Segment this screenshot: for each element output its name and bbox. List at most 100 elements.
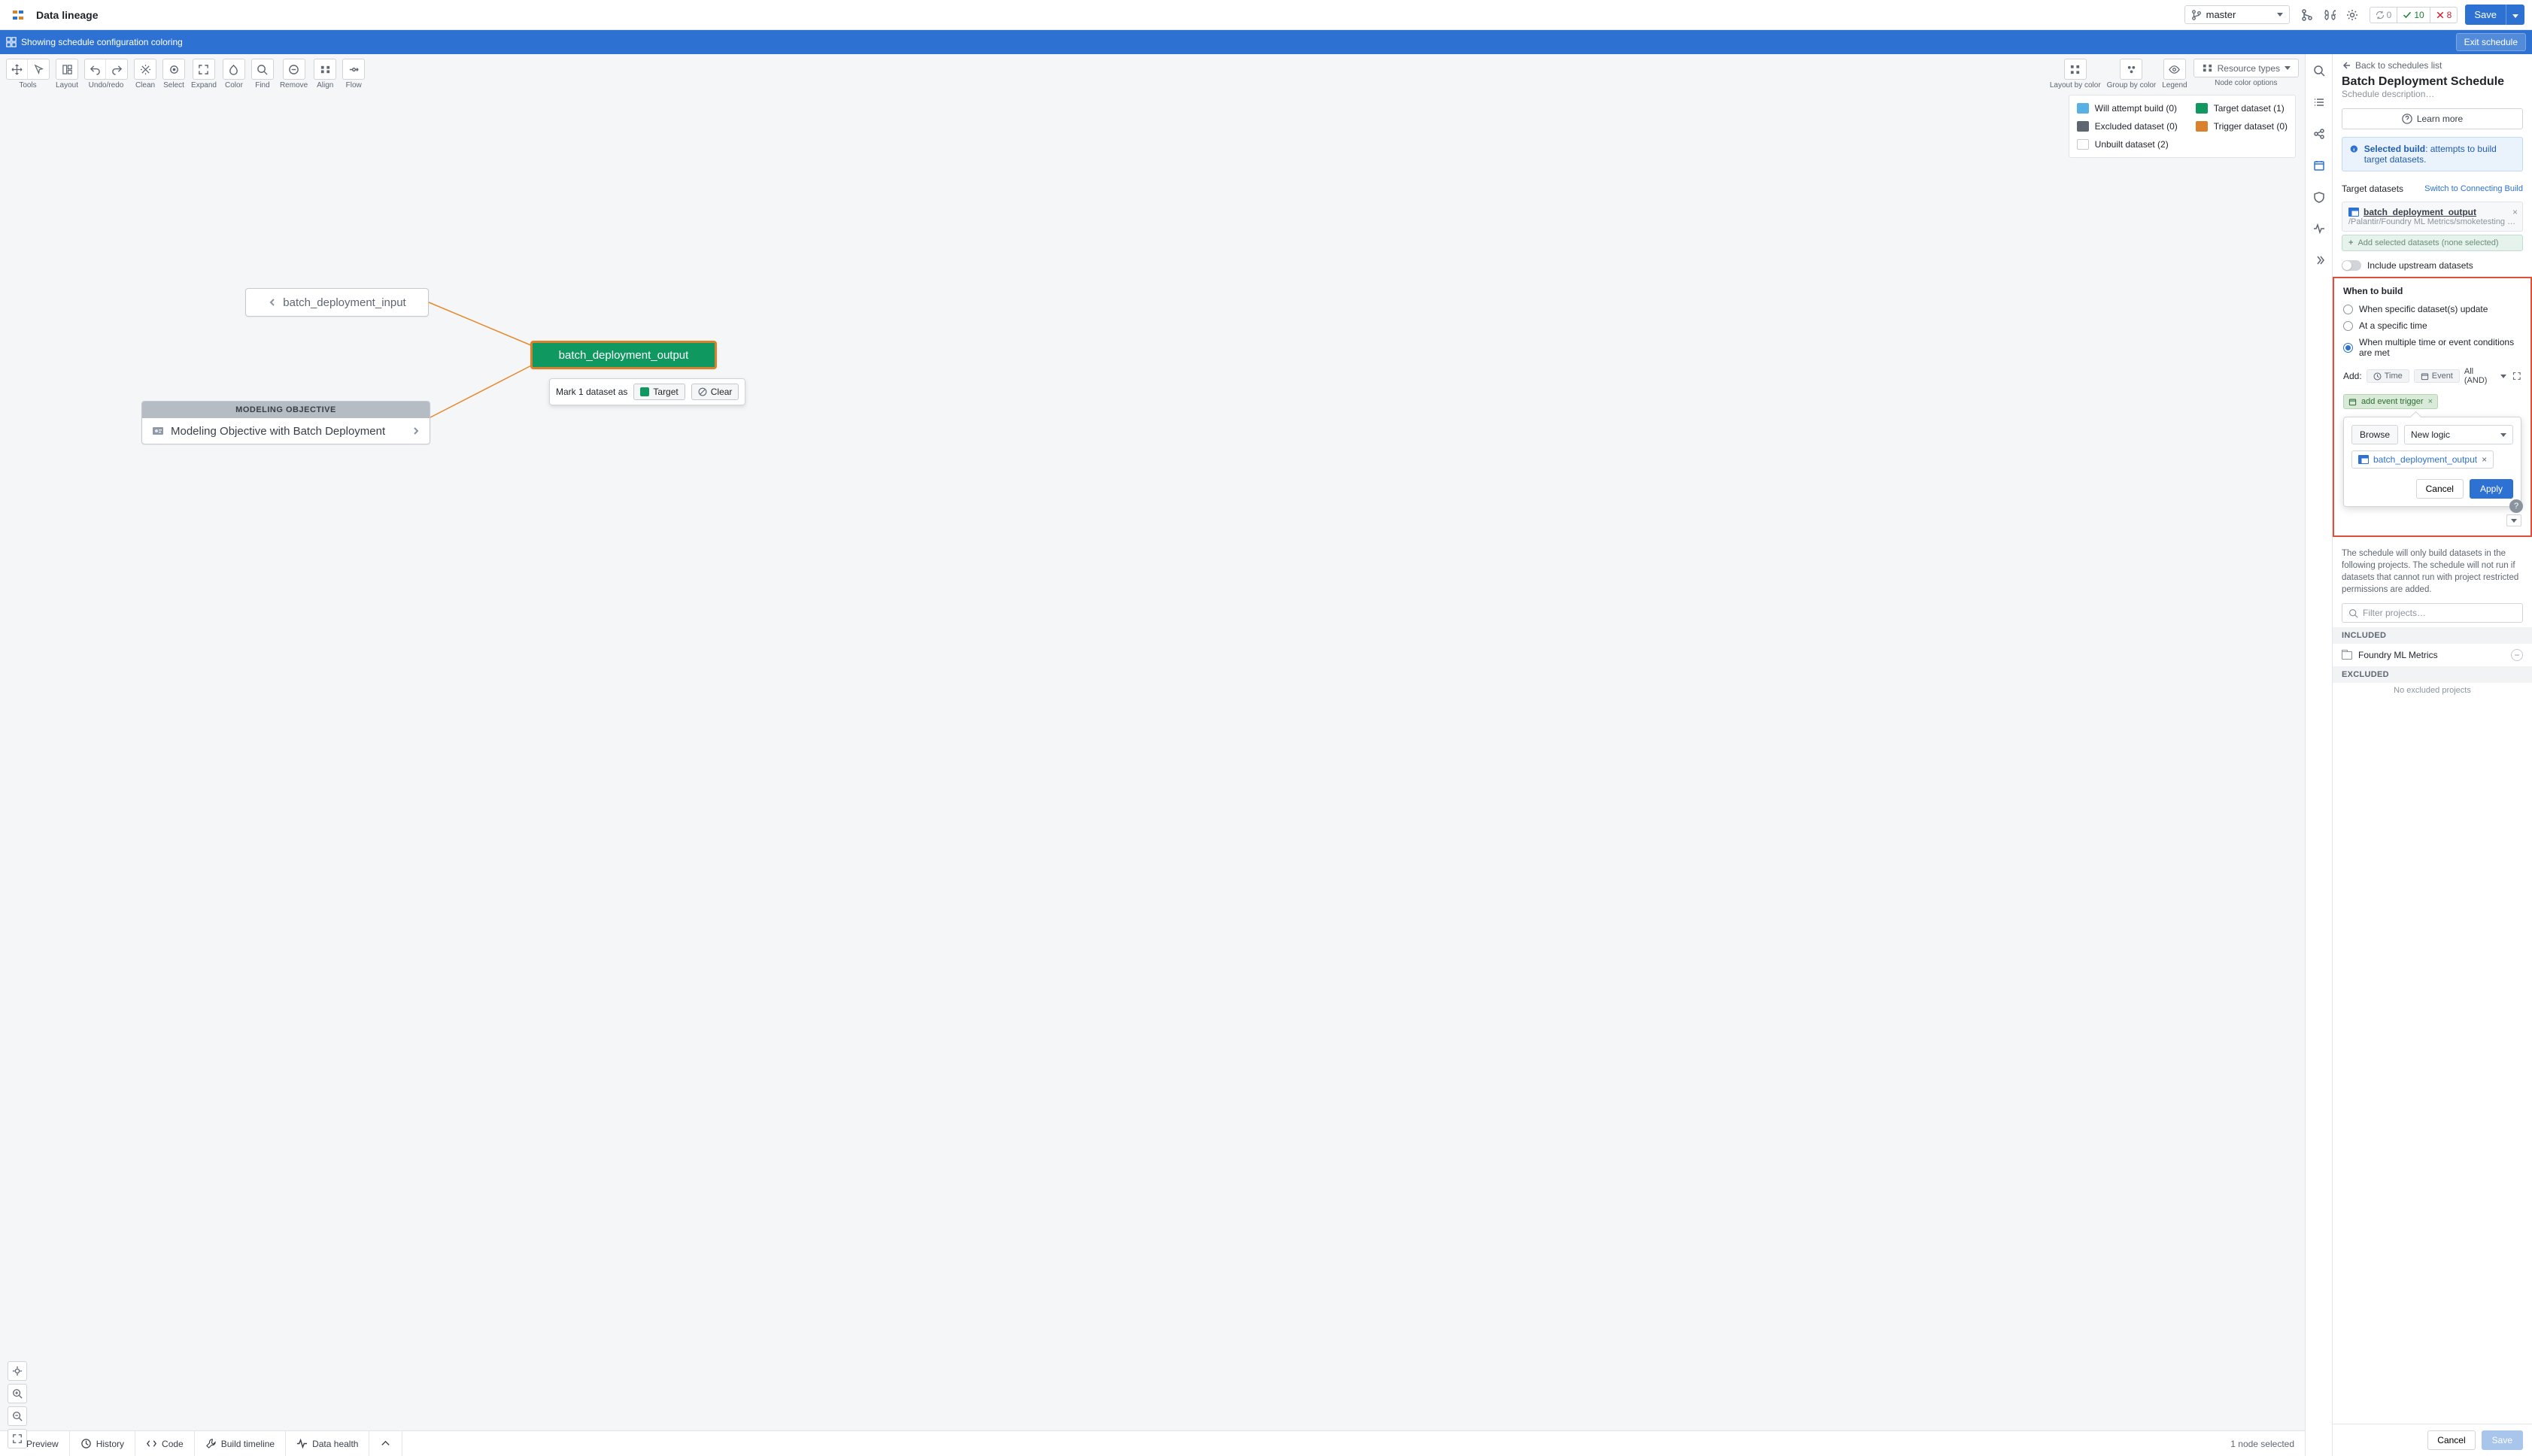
panel-save-button[interactable]: Save <box>2482 1430 2523 1450</box>
toggle-icon[interactable] <box>2342 260 2361 271</box>
toolbar: ToolsLayoutUndo/redoCleanSelectExpandCol… <box>0 54 2305 94</box>
tb-align[interactable] <box>314 59 335 79</box>
remove-project-icon[interactable]: − <box>2511 649 2523 661</box>
zoom-fit[interactable] <box>8 1429 27 1448</box>
settings-icon[interactable] <box>2342 5 2362 25</box>
targets-head: Target datasets <box>2342 184 2403 194</box>
chevron-left-icon <box>268 298 277 307</box>
footer-tab-build-timeline[interactable]: Build timeline <box>195 1431 286 1456</box>
target-dataset-card[interactable]: batch_deployment_output /Palantir/Foundr… <box>2342 202 2523 232</box>
browse-button[interactable]: Browse <box>2351 425 2398 444</box>
expand-more-icon[interactable] <box>2506 514 2521 526</box>
add-selected-datasets[interactable]: +Add selected datasets (none selected) <box>2342 235 2523 251</box>
included-head: INCLUDED <box>2333 627 2532 644</box>
resource-types-select[interactable]: Resource types <box>2193 59 2299 77</box>
panel-cancel-button[interactable]: Cancel <box>2427 1430 2475 1450</box>
popover-apply-button[interactable]: Apply <box>2470 479 2513 499</box>
zoom-out[interactable] <box>8 1406 27 1426</box>
help-icon <box>2402 114 2412 124</box>
tb-color[interactable] <box>223 59 244 79</box>
lineage-canvas[interactable]: batch_deployment_input batch_deployment_… <box>0 94 2305 1430</box>
switch-connecting-build-link[interactable]: Switch to Connecting Build <box>2424 184 2523 193</box>
learn-more-button[interactable]: Learn more <box>2342 108 2523 129</box>
coloring-banner: Showing schedule configuration coloring … <box>0 30 2532 54</box>
clock-icon <box>2373 372 2382 381</box>
branch-name: master <box>2206 9 2236 20</box>
tb-group[interactable] <box>2121 59 2142 79</box>
exit-schedule-button[interactable]: Exit schedule <box>2456 33 2526 51</box>
keyboard-shortcuts-icon[interactable] <box>2320 5 2339 25</box>
zoom-locate[interactable] <box>8 1361 27 1381</box>
calendar-icon <box>2421 372 2429 381</box>
footer-tab-history[interactable]: History <box>70 1431 135 1456</box>
include-upstream-toggle[interactable]: Include upstream datasets <box>2333 254 2532 277</box>
mark-popover: Mark 1 dataset as Target Clear <box>549 378 745 405</box>
add-time-button[interactable]: Time <box>2367 369 2409 383</box>
rail-calendar-icon[interactable] <box>2309 155 2330 176</box>
tb-pointer[interactable] <box>28 59 49 79</box>
tb-eye[interactable] <box>2164 59 2185 79</box>
tb-undo[interactable] <box>85 59 106 79</box>
rail-pulse-icon[interactable] <box>2309 218 2330 239</box>
branch-selector[interactable]: master <box>2184 5 2290 24</box>
event-trigger-chip[interactable]: add event trigger × <box>2343 394 2438 409</box>
remove-chip-icon[interactable]: × <box>2428 397 2433 406</box>
info-icon <box>2350 144 2358 154</box>
remove-chip-icon[interactable]: × <box>2482 454 2487 465</box>
node-input[interactable]: batch_deployment_input <box>245 288 429 317</box>
help-button[interactable]: ? <box>2509 499 2523 513</box>
rail-collapse-icon[interactable] <box>2309 250 2330 271</box>
tb-expand[interactable] <box>193 59 214 79</box>
tb-find[interactable] <box>252 59 273 79</box>
expand-icon[interactable] <box>2512 372 2521 381</box>
status-ok[interactable]: 10 <box>2397 8 2430 23</box>
tb-redo[interactable] <box>106 59 127 79</box>
mark-clear-button[interactable]: Clear <box>691 384 739 400</box>
rail-list-icon[interactable] <box>2309 92 2330 113</box>
included-project[interactable]: Foundry ML Metrics − <box>2333 644 2532 666</box>
node-output[interactable]: batch_deployment_output <box>530 341 717 369</box>
merge-icon[interactable] <box>2297 5 2317 25</box>
when-radio-0[interactable]: When specific dataset(s) update <box>2334 301 2530 317</box>
rail-search-icon[interactable] <box>2309 60 2330 81</box>
status-err[interactable]: 8 <box>2430 8 2458 23</box>
rail-share-icon[interactable] <box>2309 123 2330 144</box>
tb-grid[interactable] <box>2065 59 2086 79</box>
zoom-in[interactable] <box>8 1384 27 1403</box>
add-event-button[interactable]: Event <box>2414 369 2460 383</box>
remove-dataset-icon[interactable]: × <box>2512 207 2518 217</box>
footer-tab-data-health[interactable]: Data health <box>286 1431 369 1456</box>
all-and-selector[interactable]: All (AND) <box>2464 367 2521 385</box>
tb-move[interactable] <box>7 59 28 79</box>
dataset-icon <box>2348 208 2359 217</box>
footer-expand[interactable] <box>369 1431 402 1456</box>
new-logic-select[interactable]: New logic <box>2404 425 2513 444</box>
save-button[interactable]: Save <box>2465 5 2506 25</box>
when-radio-1[interactable]: At a specific time <box>2334 317 2530 334</box>
side-rail <box>2305 54 2332 1456</box>
tb-remove[interactable] <box>284 59 305 79</box>
tb-flow[interactable] <box>343 59 364 79</box>
tb-layout[interactable] <box>56 59 77 79</box>
status-group: 0 10 8 <box>2370 7 2458 23</box>
when-to-build-section: When to build When specific dataset(s) u… <box>2333 277 2532 537</box>
footer-tab-code[interactable]: Code <box>135 1431 195 1456</box>
rail-shield-icon[interactable] <box>2309 187 2330 208</box>
trigger-popover: Browse New logic batch_deployment_output… <box>2343 417 2521 507</box>
tb-clean[interactable] <box>135 59 156 79</box>
back-to-schedules[interactable]: Back to schedules list <box>2333 54 2532 72</box>
tb-select[interactable] <box>163 59 184 79</box>
status-refresh[interactable]: 0 <box>2370 8 2398 23</box>
save-caret[interactable] <box>2506 5 2524 25</box>
grid-icon <box>6 37 17 47</box>
filter-projects-input[interactable]: Filter projects… <box>2342 603 2523 623</box>
banner-text: Showing schedule configuration coloring <box>21 37 183 47</box>
mark-target-button[interactable]: Target <box>633 384 685 400</box>
node-objective[interactable]: MODELING OBJECTIVE Modeling Objective wi… <box>141 401 430 444</box>
branch-icon <box>2191 10 2202 20</box>
when-radio-2[interactable]: When multiple time or event conditions a… <box>2334 334 2530 361</box>
popover-dataset-chip[interactable]: batch_deployment_output × <box>2351 450 2494 469</box>
calendar-icon <box>2348 398 2357 406</box>
popover-cancel-button[interactable]: Cancel <box>2416 479 2464 499</box>
arrow-left-icon <box>2342 61 2351 70</box>
